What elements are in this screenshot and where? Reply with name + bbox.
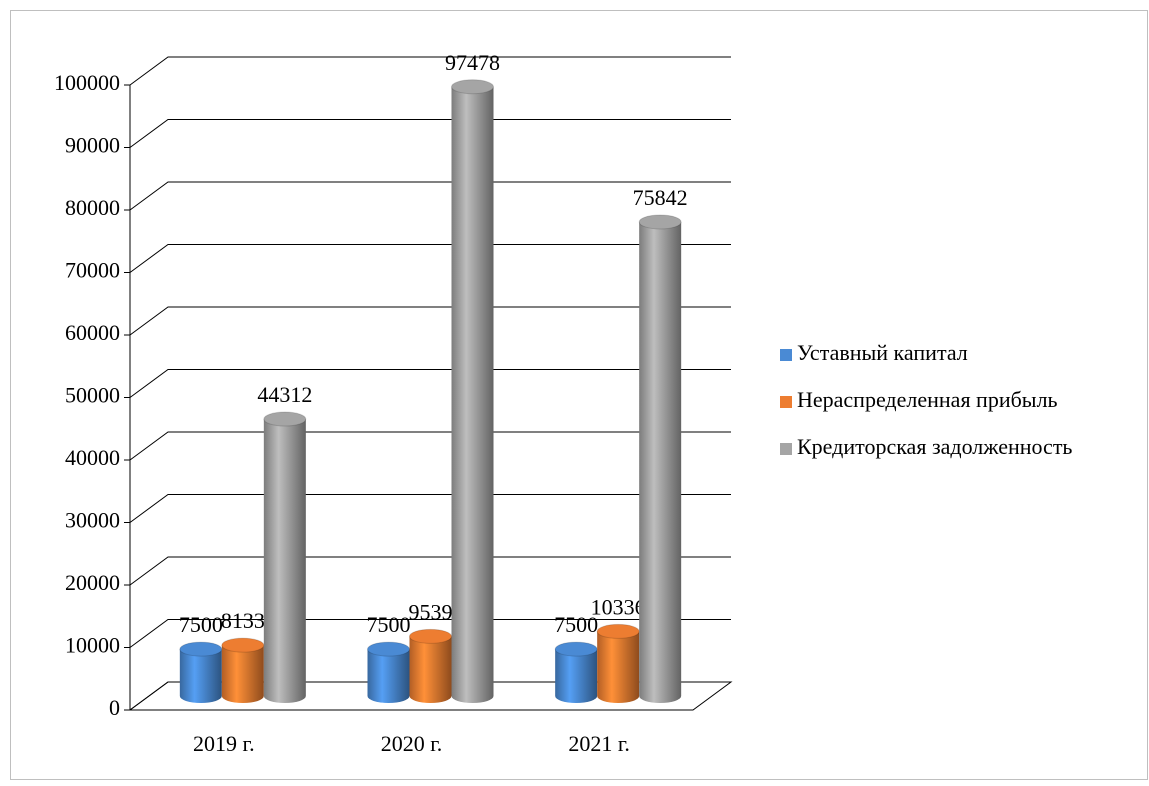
data-label: 97478 — [445, 50, 500, 75]
y-tick-label: 100000 — [54, 70, 120, 95]
x-tick-label: 2019 г. — [193, 731, 255, 756]
bar — [596, 623, 640, 703]
y-tick-label: 0 — [109, 695, 120, 720]
bar-top — [554, 641, 598, 657]
bar-body — [597, 631, 640, 703]
data-label: 9539 — [409, 599, 453, 624]
bar-top — [221, 637, 265, 653]
grid-line — [129, 681, 731, 711]
bar-top — [179, 641, 223, 657]
data-label: 7500 — [367, 612, 411, 637]
grid-line — [129, 556, 731, 586]
bar — [263, 411, 307, 703]
bar-top — [596, 623, 640, 639]
legend-swatch — [780, 349, 792, 361]
y-tick-label: 60000 — [65, 320, 120, 345]
bar-top — [638, 214, 682, 230]
y-tick-label: 70000 — [65, 258, 120, 283]
y-tick-label: 20000 — [65, 570, 120, 595]
bar-body — [179, 649, 222, 703]
y-tick-label: 90000 — [65, 133, 120, 158]
y-tick-label: 30000 — [65, 508, 120, 533]
y-tick-label: 80000 — [65, 195, 120, 220]
grid-line — [129, 119, 731, 148]
bar-body — [639, 221, 682, 703]
bar-top — [263, 411, 307, 427]
bar — [554, 641, 598, 703]
grid-line — [129, 181, 731, 211]
bar-top — [409, 628, 452, 644]
bar — [638, 214, 682, 703]
y-tick-label: 40000 — [65, 445, 120, 470]
grid-line — [129, 619, 731, 648]
grid-line — [129, 56, 731, 86]
data-label: 8133 — [221, 608, 265, 633]
y-tick-label: 50000 — [65, 383, 120, 408]
legend-swatch — [780, 396, 792, 408]
data-label: 7500 — [554, 612, 598, 637]
bar-body — [367, 649, 410, 703]
grid-line — [129, 306, 731, 336]
bar — [409, 628, 452, 703]
legend-swatch — [780, 443, 792, 455]
grid-line — [129, 494, 731, 523]
bar-body — [221, 645, 264, 703]
legend-label: Уставный капитал — [797, 340, 968, 365]
grid-line — [129, 369, 731, 398]
legend-label: Нераспределенная прибыль — [797, 387, 1058, 412]
bar — [367, 641, 410, 703]
bar-body — [451, 86, 494, 703]
bar — [179, 641, 223, 703]
bar — [451, 79, 494, 703]
bar-top — [367, 641, 410, 657]
data-label: 44312 — [257, 382, 312, 407]
bar-body — [555, 649, 598, 703]
data-label: 75842 — [633, 185, 688, 210]
x-tick-label: 2021 г. — [568, 731, 630, 756]
bar-top — [451, 79, 494, 95]
y-tick-label: 10000 — [65, 633, 120, 658]
grid-line — [129, 244, 731, 273]
x-tick-label: 2020 г. — [381, 731, 443, 756]
bar — [221, 637, 265, 703]
grid-line — [129, 431, 731, 461]
data-label: 10336 — [591, 594, 646, 619]
legend-label: Кредиторская задолженность — [797, 434, 1072, 459]
data-label: 7500 — [179, 612, 223, 637]
bar-body — [409, 636, 452, 703]
bar-body — [263, 419, 306, 703]
